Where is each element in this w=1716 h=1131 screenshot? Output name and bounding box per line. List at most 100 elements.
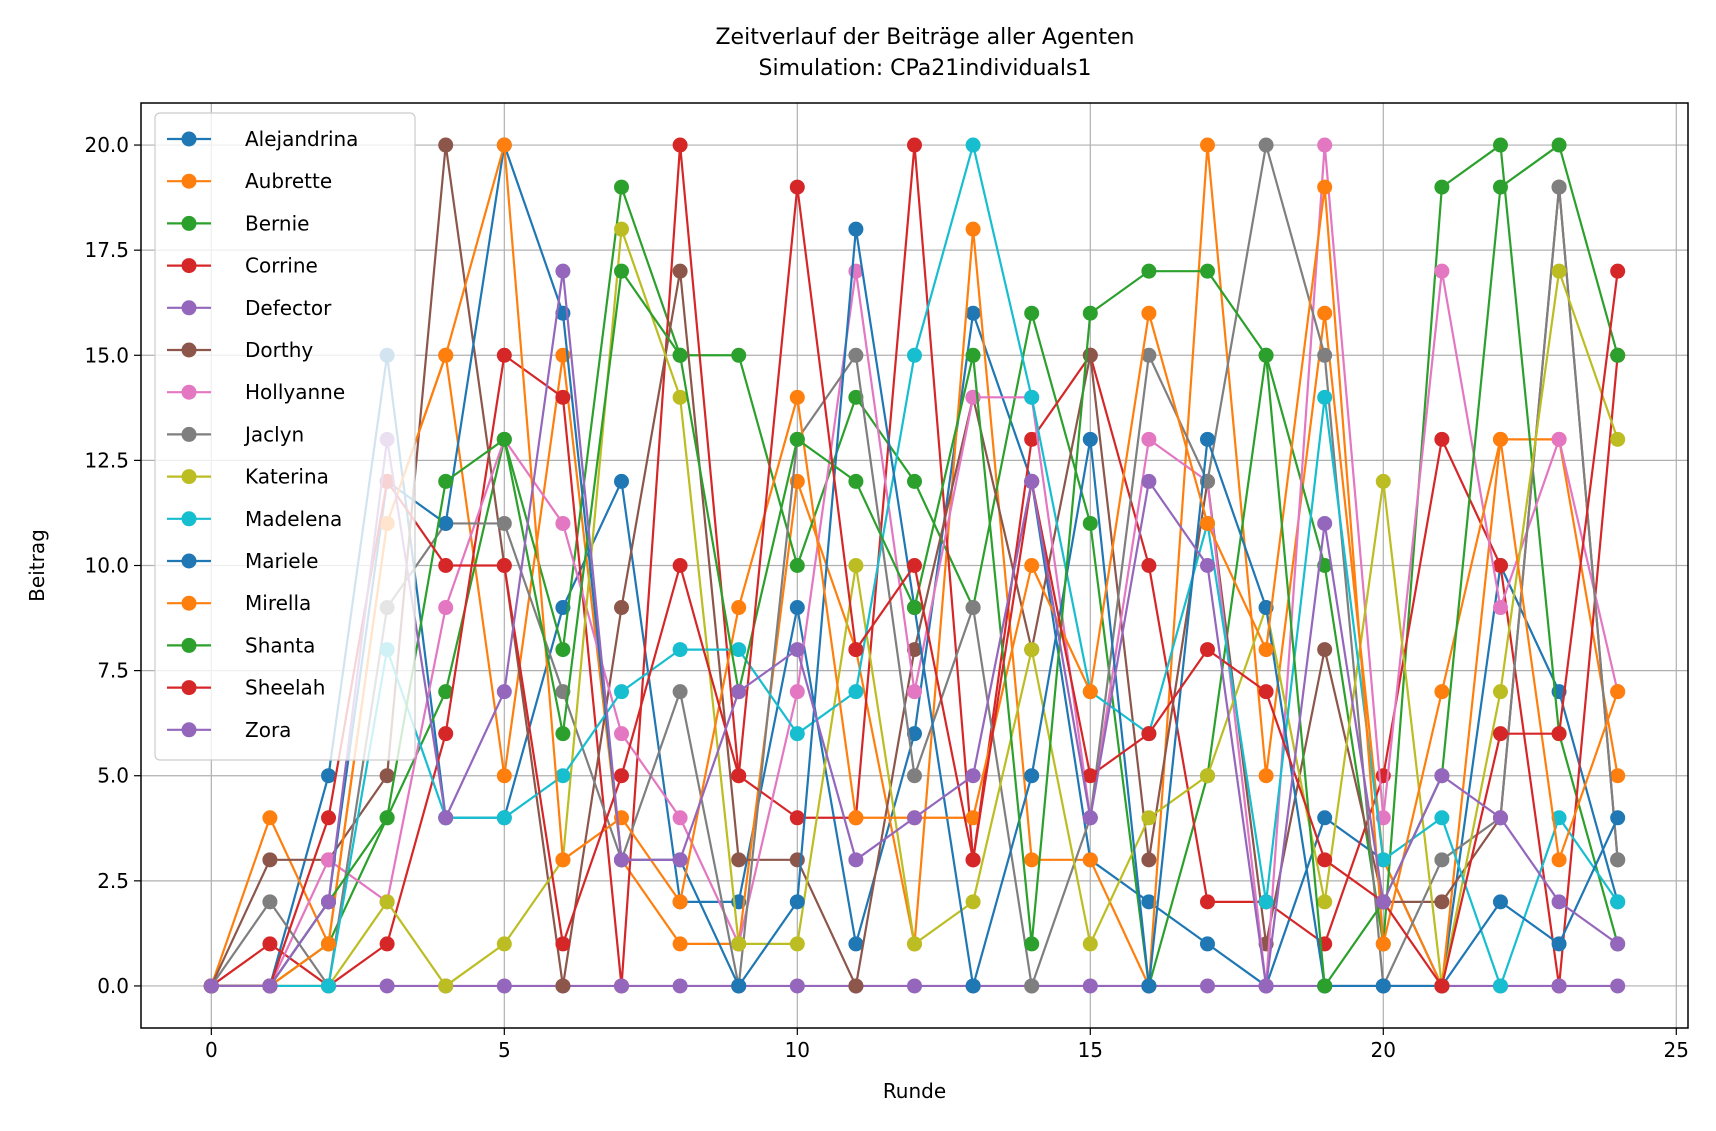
data-point xyxy=(438,347,454,363)
data-point xyxy=(848,684,864,700)
data-point xyxy=(614,473,630,489)
data-point xyxy=(438,684,454,700)
data-point xyxy=(1024,642,1040,658)
data-point xyxy=(965,852,981,868)
y-tick-label: 10.0 xyxy=(84,554,129,578)
data-point xyxy=(1082,936,1098,952)
data-point xyxy=(1551,263,1567,279)
data-point xyxy=(1317,852,1333,868)
data-point xyxy=(1024,389,1040,405)
data-point xyxy=(321,768,337,784)
data-point xyxy=(496,431,512,447)
data-point xyxy=(496,936,512,952)
data-point xyxy=(1024,431,1040,447)
legend-label: Zora xyxy=(245,718,291,742)
data-point xyxy=(614,684,630,700)
data-point xyxy=(438,558,454,573)
legend-box xyxy=(154,112,416,761)
data-point xyxy=(1024,936,1040,952)
y-tick-label: 0.0 xyxy=(97,974,129,998)
data-point xyxy=(1024,558,1040,573)
data-point xyxy=(731,852,747,868)
data-point xyxy=(438,600,454,616)
data-point xyxy=(1610,263,1626,279)
legend-item: Sheelah xyxy=(167,676,325,700)
data-point xyxy=(789,600,805,616)
data-point xyxy=(1317,179,1333,195)
y-tick-label: 5.0 xyxy=(97,764,129,788)
data-point xyxy=(1141,431,1157,447)
y-tick-label: 12.5 xyxy=(84,448,129,472)
legend-marker xyxy=(181,342,197,358)
data-point xyxy=(1024,305,1040,321)
data-point xyxy=(1434,768,1450,784)
data-point xyxy=(1434,263,1450,279)
data-point xyxy=(496,347,512,363)
data-point xyxy=(1492,558,1508,573)
data-point xyxy=(1141,558,1157,573)
data-point xyxy=(438,515,454,531)
data-point xyxy=(321,936,337,952)
data-point xyxy=(262,978,278,994)
data-point xyxy=(731,978,747,994)
x-tick-label: 0 xyxy=(205,1038,218,1062)
data-point xyxy=(379,978,395,994)
data-point xyxy=(1258,894,1274,910)
legend-label: Madelena xyxy=(245,507,342,531)
data-point xyxy=(1492,431,1508,447)
x-tick-label: 20 xyxy=(1371,1038,1396,1062)
legend-label: Aubrette xyxy=(245,169,332,193)
chart-subtitle: Simulation: CPa21individuals1 xyxy=(759,56,1092,81)
data-point xyxy=(1434,431,1450,447)
legend-label: Sheelah xyxy=(245,676,325,700)
legend-item: Mirella xyxy=(167,591,311,615)
data-point xyxy=(1492,726,1508,742)
data-point xyxy=(1610,684,1626,700)
legend-item: Shanta xyxy=(167,633,315,657)
data-point xyxy=(496,768,512,784)
data-point xyxy=(672,978,688,994)
data-point xyxy=(1199,137,1215,153)
data-point xyxy=(1434,852,1450,868)
data-point xyxy=(789,389,805,405)
data-point xyxy=(438,726,454,742)
data-point xyxy=(907,726,922,742)
data-point xyxy=(496,684,512,700)
legend-marker xyxy=(181,553,197,569)
data-point xyxy=(1610,431,1626,447)
data-point xyxy=(731,642,747,658)
data-point xyxy=(614,179,630,195)
y-tick-label: 17.5 xyxy=(84,238,129,262)
chart-title: Zeitverlauf der Beiträge aller Agenten xyxy=(715,25,1134,50)
data-point xyxy=(1199,894,1215,910)
data-point xyxy=(1024,852,1040,868)
legend-item: Katerina xyxy=(167,465,329,489)
data-point xyxy=(848,221,864,237)
data-point xyxy=(555,642,571,658)
data-point xyxy=(1610,894,1626,910)
legend-marker xyxy=(181,637,197,653)
data-point xyxy=(1199,978,1215,994)
data-point xyxy=(379,936,395,952)
data-point xyxy=(1082,515,1098,531)
data-point xyxy=(1492,137,1508,153)
legend-marker xyxy=(181,722,197,738)
data-point xyxy=(555,263,571,279)
data-point xyxy=(555,726,571,742)
data-point xyxy=(789,978,805,994)
data-point xyxy=(848,347,864,363)
data-point xyxy=(1024,768,1040,784)
data-point xyxy=(1082,305,1098,321)
data-point xyxy=(672,810,688,826)
data-point xyxy=(1199,558,1215,573)
data-point xyxy=(438,137,454,153)
y-tick-label: 7.5 xyxy=(97,659,129,683)
data-point xyxy=(965,305,981,321)
data-point xyxy=(789,936,805,952)
data-point xyxy=(965,810,981,826)
data-point xyxy=(1258,978,1274,994)
data-point xyxy=(789,179,805,195)
legend-item: Madelena xyxy=(167,507,342,531)
data-point xyxy=(1141,347,1157,363)
data-point xyxy=(1082,431,1098,447)
